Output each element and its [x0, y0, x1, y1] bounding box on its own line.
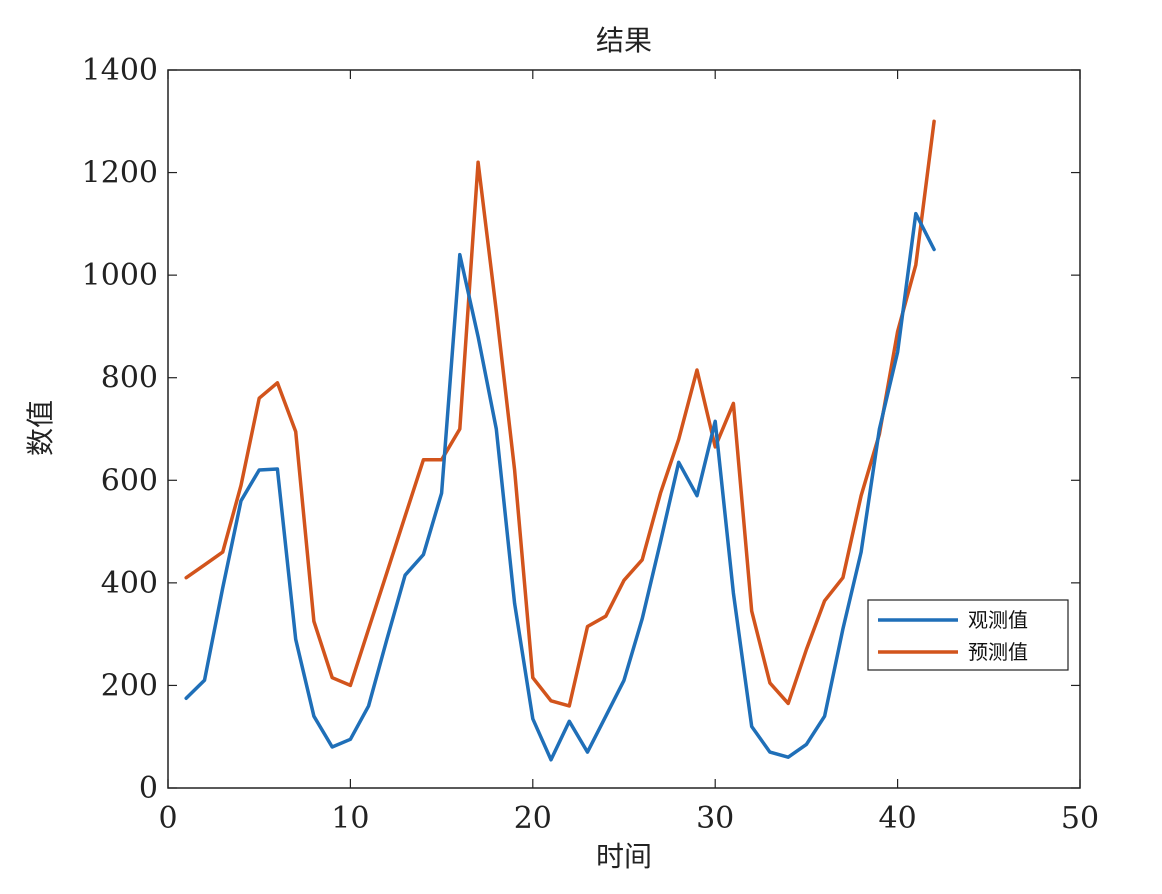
x-tick-label: 20	[514, 801, 552, 836]
legend-label-observed: 观测值	[968, 608, 1028, 632]
series-lines	[184, 119, 936, 762]
plot-area	[167, 69, 1081, 789]
y-tick-label: 0	[139, 771, 158, 806]
x-tick-label: 0	[158, 801, 177, 836]
x-tick-label: 40	[879, 801, 917, 836]
series-line-predicted	[184, 119, 936, 708]
chart-title: 结果	[596, 24, 652, 57]
y-axis-title: 数值	[24, 400, 57, 456]
x-tick-label: 30	[696, 801, 734, 836]
legend: 观测值 预测值	[867, 599, 1069, 671]
y-tick-label: 600	[101, 463, 158, 498]
y-tick-label: 1400	[82, 53, 158, 88]
series-line-observed	[184, 211, 936, 762]
y-tick-label: 800	[101, 361, 158, 396]
x-tick-label: 10	[331, 801, 369, 836]
legend-box	[867, 599, 1069, 671]
x-tick-label: 50	[1061, 801, 1099, 836]
x-axis-title: 时间	[596, 840, 652, 873]
y-tick-label: 400	[101, 566, 158, 601]
y-tick-label: 1000	[82, 258, 158, 293]
y-tick-label: 200	[101, 668, 158, 703]
legend-label-predicted: 预测值	[968, 640, 1028, 664]
axis-ticks: 0 10 20 30 40 50 0 200 400 600 800 1000 1200 1400	[82, 53, 1099, 836]
y-tick-label: 1200	[82, 156, 158, 191]
